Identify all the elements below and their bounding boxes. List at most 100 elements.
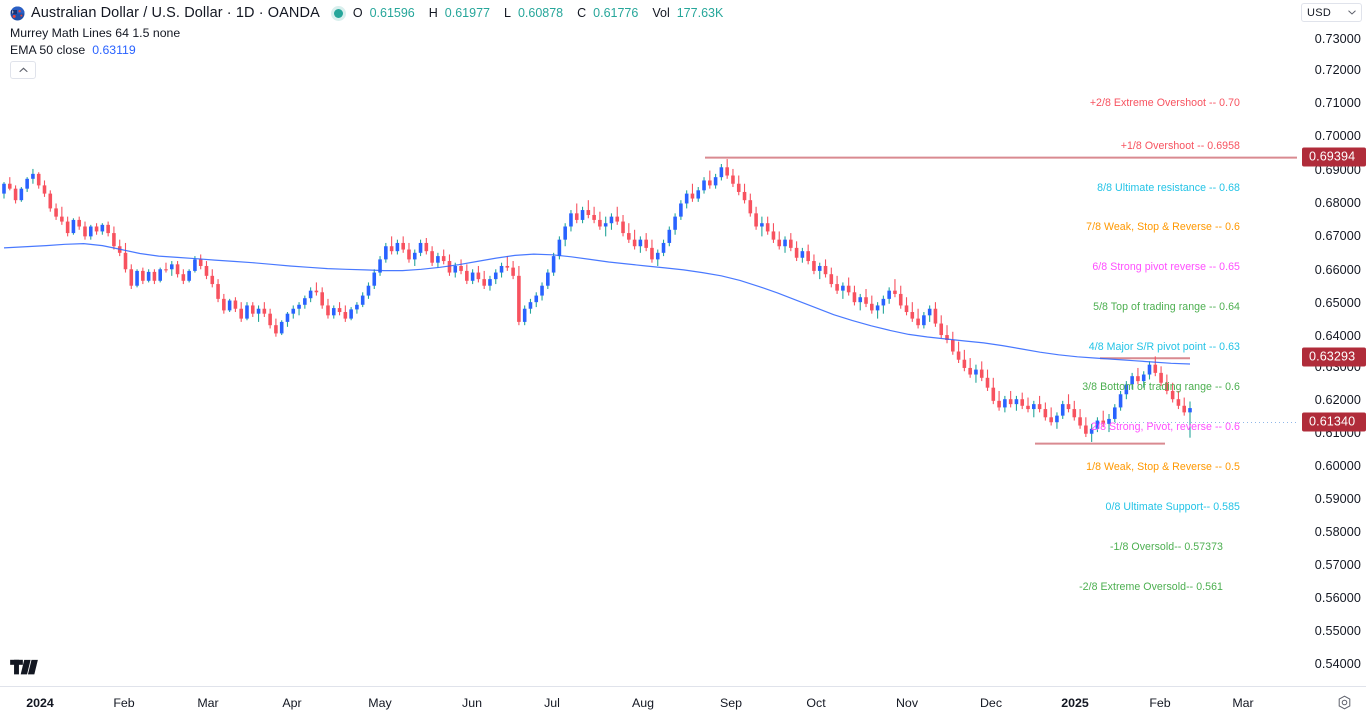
candle-body [968,367,972,375]
candle-body [922,315,926,326]
candle-body [505,265,510,268]
candle-body [470,272,475,281]
candle-body [898,293,903,306]
candle-body [598,219,602,227]
candle-body [771,231,776,240]
candle-body [517,275,521,322]
price-badge[interactable]: 0.63293 [1302,347,1366,367]
candle-body [731,175,735,184]
indicator-murrey-label: Murrey Math Lines 64 1.5 none [10,25,181,40]
candle-body [563,226,567,240]
candle-body [644,239,648,248]
candle-body [129,269,134,286]
time-tick: Feb [1149,696,1171,710]
candle-body [395,242,400,252]
candle-body [1153,364,1158,373]
candle-body [187,270,191,281]
candle-body [690,193,695,199]
candle-body [794,247,799,258]
indicator-murrey-math[interactable]: Murrey Math Lines 64 1.5 none [10,24,737,41]
murrey-math-level-label: 8/8 Ultimate resistance -- 0.68 [1097,182,1240,194]
candle-body [875,305,880,311]
candle-body [54,208,58,217]
chart-pane[interactable]: +2/8 Extreme Overshoot -- 0.70 +1/8 Overs… [0,0,1298,686]
candle-body [534,295,539,303]
candle-body [158,269,162,281]
time-tick: Dec [979,696,1003,710]
candle-body [1165,382,1169,391]
candle-body [916,318,920,326]
timezone-clock-icon[interactable] [1337,695,1352,710]
candle-body [783,239,787,247]
time-tick: May [368,696,392,710]
candle-body [2,183,6,194]
murrey-math-level-label: 2/8 Strong, Pivot, reverse -- 0.6 [1091,421,1240,433]
price-tick: 0.72000 [1314,63,1361,77]
ohlc-close-value: 0.61776 [593,6,639,20]
candle-body [1141,374,1146,382]
candle-body [985,377,990,388]
candle-body [1020,399,1025,406]
candle-body [7,183,12,189]
market-status-dot [333,8,343,18]
candle-body [887,290,891,299]
price-tick: 0.59000 [1314,492,1361,506]
time-scale[interactable]: 2024 Feb Mar Apr May Jun Jul Aug Sep Oct Nov Dec 202… [0,686,1366,718]
candle-body [152,271,157,281]
murrey-math-level-label: +1/8 Overshoot -- 0.6958 [1120,140,1240,152]
candle-body [974,369,978,375]
price-tick: 0.60000 [1314,459,1361,473]
candle-body [60,216,64,222]
candle-body [216,284,220,299]
candle-body [31,173,35,179]
candle-body [684,193,689,204]
ohlc-open-key: O [352,6,363,20]
candle-body [725,167,729,176]
candle-body [123,252,128,270]
candle-body [19,188,24,201]
price-tick: 0.64000 [1314,329,1361,343]
murrey-math-level-label: -2/8 Extreme Oversold-- 0.561 [1079,581,1223,593]
candle-body [546,272,550,286]
candle-body [806,251,810,262]
price-tick: 0.68000 [1314,196,1361,210]
candle-body [1049,417,1053,423]
candle-body [239,308,243,319]
candle-body [933,308,938,324]
price-scale[interactable]: USD 0.73000 0.72000 0.71000 0.70000 0.69000 0… [1297,0,1366,686]
candle-body [1055,415,1059,423]
candle-body [488,279,492,286]
candle-body [760,223,764,227]
candle-body [430,251,434,263]
candle-body [742,191,747,201]
candle-body [1112,407,1117,419]
candle-body [858,297,863,303]
ohlc-low-key: L [503,6,511,20]
chart-plot-area[interactable] [0,0,1297,686]
candle-body [956,351,961,360]
candle-body [603,223,608,227]
candle-body [198,259,203,266]
currency-value: USD [1307,6,1332,19]
indicator-ema50[interactable]: EMA 50 close 0.63119 [10,41,737,58]
candle-body [789,239,793,248]
murrey-math-level-label: 1/8 Weak, Stop & Reverse -- 0.5 [1086,461,1240,473]
candle-body [627,233,631,240]
candle-body [279,321,284,334]
candle-body [1043,409,1048,418]
candle-body [609,216,614,224]
collapse-legend-button[interactable] [10,61,36,79]
candle-body [308,290,313,299]
chevron-down-icon [1348,10,1356,15]
currency-selector[interactable]: USD [1301,3,1362,22]
candle-body [36,173,41,186]
tradingview-logo[interactable] [10,658,43,678]
murrey-math-level-label: -1/8 Oversold-- 0.57373 [1109,541,1223,553]
candle-body [1078,417,1082,426]
symbol-title[interactable]: Australian Dollar / U.S. Dollar · 1D · O… [31,5,320,21]
murrey-math-level-label: 6/8 Strong pivot reverse -- 0.65 [1092,261,1240,273]
price-badge[interactable]: 0.69394 [1302,147,1366,167]
price-badge[interactable]: 0.61340 [1302,412,1366,432]
candle-body [702,180,706,191]
candle-body [493,272,498,280]
